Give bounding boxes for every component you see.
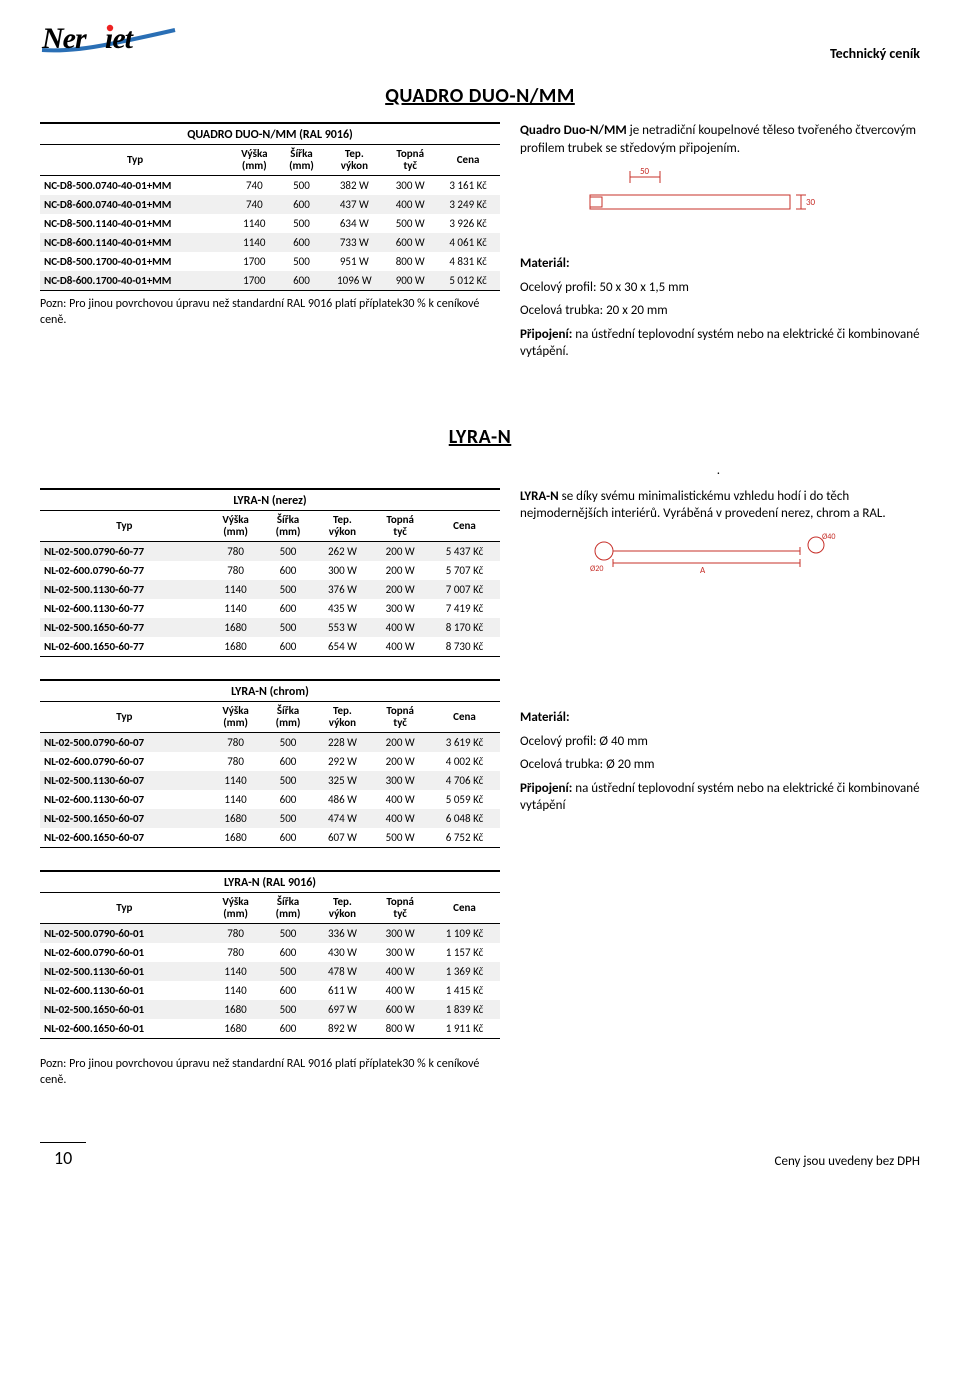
table-lyra-ral: LYRA-N (RAL 9016) Typ Výška(mm) Šířka(mm… [40, 870, 500, 1039]
section-quadro-title: QUADRO DUO-N/MM [40, 84, 920, 108]
svg-text:Ø20: Ø20 [590, 564, 603, 574]
lyra-pripojeni-text: na ústřední teplovodní systém nebo na el… [520, 781, 920, 814]
page-number: 10 [40, 1142, 86, 1169]
material-1: Ocelový profil: 50 x 30 x 1,5 mm [520, 279, 920, 297]
pripojeni-text: na ústřední teplovodní systém nebo na el… [520, 327, 920, 360]
col-vyska: Výška(mm) [230, 145, 278, 176]
table-row: NL-02-600.1650-60-011680600892 W800 W1 9… [40, 1019, 500, 1039]
header-title: Technický ceník [830, 45, 920, 62]
table-row: NL-02-600.0790-60-01780600430 W300 W1 15… [40, 943, 500, 962]
col-cena: Cena [436, 145, 500, 176]
material-2: Ocelová trubka: 20 x 20 mm [520, 302, 920, 320]
col-typ: Typ [40, 145, 230, 176]
col-sirka: Šířka(mm) [278, 145, 324, 176]
table-row: NL-02-600.1130-60-071140600486 W400 W5 0… [40, 790, 500, 809]
pripojeni-label: Připojení: [520, 327, 572, 342]
svg-text:Ø40: Ø40 [822, 532, 835, 542]
svg-text:20×20: 20×20 [580, 193, 583, 213]
table-row: NL-02-500.0790-60-01780500336 W300 W1 10… [40, 924, 500, 944]
lyra-material-2: Ocelová trubka: Ø 20 mm [520, 756, 920, 774]
table-lyra-nerez: LYRA-N (nerez) Typ Výška(mm) Šířka(mm) T… [40, 488, 500, 657]
lyra-material-1: Ocelový profil: Ø 40 mm [520, 733, 920, 751]
caption-quadro: QUADRO DUO-N/MM (RAL 9016) [40, 122, 500, 145]
table-row: NL-02-500.1130-60-771140500376 W200 W7 0… [40, 580, 500, 599]
svg-text:A: A [700, 565, 706, 576]
table-row: NL-02-500.1130-60-011140500478 W400 W1 3… [40, 962, 500, 981]
diagram-quadro: 50 20×20 30 [520, 165, 920, 245]
table-row: NL-02-600.0790-60-07780600292 W200 W4 00… [40, 752, 500, 771]
caption-lyra-chrom: LYRA-N (chrom) [40, 679, 500, 702]
table-quadro: QUADRO DUO-N/MM (RAL 9016) Typ Výška(mm)… [40, 122, 500, 291]
lyra-pripojeni-label: Připojení: [520, 781, 572, 796]
brand-logo: Ner ıet [40, 20, 920, 66]
table-lyra-chrom: LYRA-N (chrom) Typ Výška(mm) Šířka(mm) T… [40, 679, 500, 848]
diagram-lyra: Ø40 A Ø20 [520, 531, 920, 591]
table-row: NC-D8-500.1700-40-01+MM1700500951 W800 W… [40, 252, 500, 271]
table-row: NL-02-500.0790-60-07780500228 W200 W3 61… [40, 733, 500, 753]
table-row: NC-D8-600.1700-40-01+MM17006001096 W900 … [40, 271, 500, 291]
svg-text:30: 30 [806, 197, 816, 208]
desc-quadro: Quadro Duo-N/MM je netradiční koupelnové… [520, 122, 920, 157]
section-lyra-title: LYRA-N [40, 425, 920, 449]
caption-lyra-ral: LYRA-N (RAL 9016) [40, 870, 500, 893]
table-row: NC-D8-500.1140-40-01+MM1140500634 W500 W… [40, 214, 500, 233]
table-row: NL-02-600.1650-60-071680600607 W500 W6 7… [40, 828, 500, 848]
table-row: NL-02-600.0790-60-77780600300 W200 W5 70… [40, 561, 500, 580]
table-row: NL-02-600.1130-60-011140600611 W400 W1 4… [40, 981, 500, 1000]
col-tep: Tep.výkon [324, 145, 384, 176]
table-row: NL-02-500.0790-60-77780500262 W200 W5 43… [40, 542, 500, 562]
table-row: NL-02-600.1130-60-771140600435 W300 W7 4… [40, 599, 500, 618]
table-row: NL-02-500.1650-60-011680500697 W600 W1 8… [40, 1000, 500, 1019]
footer-text: Ceny jsou uvedeny bez DPH [775, 1154, 920, 1169]
table-row: NL-02-500.1130-60-071140500325 W300 W4 7… [40, 771, 500, 790]
table-row: NL-02-500.1650-60-771680500553 W400 W8 1… [40, 618, 500, 637]
table-row: NL-02-600.1650-60-771680600654 W400 W8 7… [40, 637, 500, 657]
svg-text:Ner: Ner [41, 22, 87, 55]
desc-lyra: LYRA-N se díky svému minimalistickému vz… [520, 488, 920, 523]
note-quadro: Pozn: Pro jinou povrchovou úpravu než st… [40, 297, 480, 328]
note-lyra: Pozn: Pro jinou povrchovou úpravu než st… [40, 1057, 480, 1088]
table-row: NC-D8-600.1140-40-01+MM1140600733 W600 W… [40, 233, 500, 252]
svg-text:ıet: ıet [105, 22, 135, 55]
table-row: NC-D8-500.0740-40-01+MM740500382 W300 W3… [40, 176, 500, 196]
material-label: Materiál: [520, 256, 570, 271]
stray-dot: . [40, 463, 920, 478]
svg-text:50: 50 [640, 166, 650, 177]
col-topna: Topnátyč [384, 145, 436, 176]
lyra-material-label: Materiál: [520, 710, 570, 725]
table-row: NL-02-500.1650-60-071680500474 W400 W6 0… [40, 809, 500, 828]
table-row: NC-D8-600.0740-40-01+MM740600437 W400 W3… [40, 195, 500, 214]
caption-lyra-nerez: LYRA-N (nerez) [40, 488, 500, 511]
